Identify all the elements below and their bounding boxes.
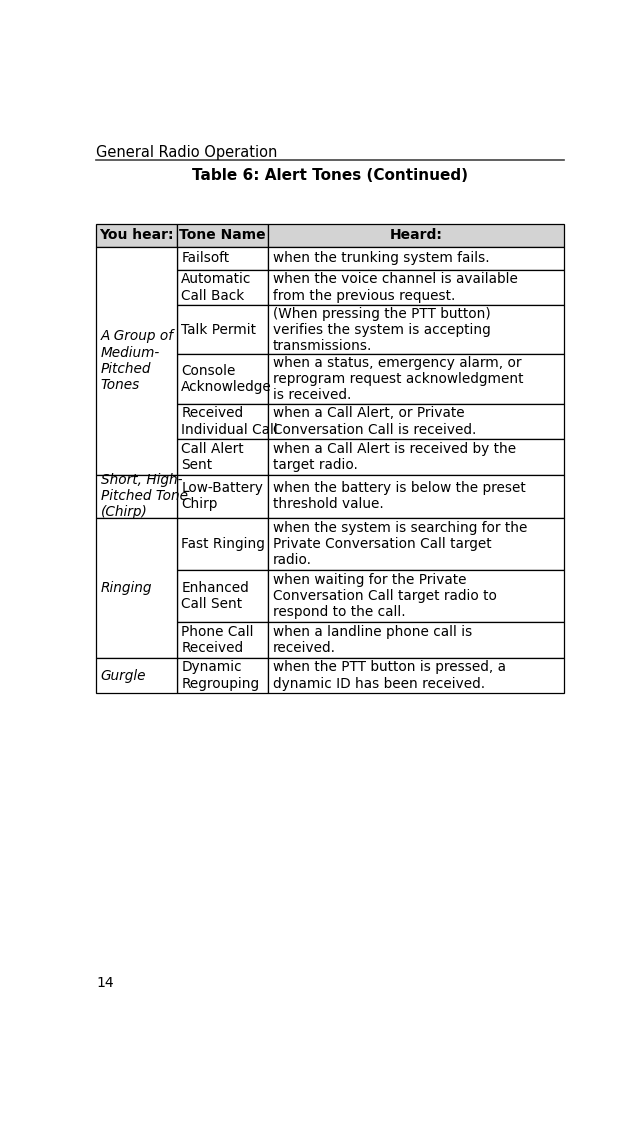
Bar — [269, 404, 564, 439]
Text: when the voice channel is available
from the previous request.: when the voice channel is available from… — [273, 272, 518, 303]
Text: when a Call Alert is received by the
target radio.: when a Call Alert is received by the tar… — [273, 442, 516, 472]
Bar — [96, 224, 176, 246]
Text: Low-Battery
Chirp: Low-Battery Chirp — [181, 482, 263, 511]
Bar — [269, 439, 564, 475]
Text: when a landline phone call is
received.: when a landline phone call is received. — [273, 626, 472, 655]
Bar — [269, 658, 564, 693]
Text: when the system is searching for the
Private Conversation Call target
radio.: when the system is searching for the Pri… — [273, 521, 527, 567]
Bar — [269, 570, 564, 622]
Text: Phone Call
Received: Phone Call Received — [181, 626, 254, 655]
Text: Talk Permit: Talk Permit — [181, 323, 256, 336]
Text: Enhanced
Call Sent: Enhanced Call Sent — [181, 582, 249, 611]
Bar — [269, 518, 564, 570]
Bar — [176, 475, 269, 518]
Bar — [176, 305, 269, 354]
Bar — [269, 305, 564, 354]
Text: when the trunking system fails.: when the trunking system fails. — [273, 251, 489, 266]
Text: Call Alert
Sent: Call Alert Sent — [181, 442, 244, 472]
Bar — [176, 404, 269, 439]
Bar — [96, 246, 176, 475]
Text: A Group of
Medium-
Pitched
Tones: A Group of Medium- Pitched Tones — [100, 330, 174, 392]
Text: Tone Name: Tone Name — [179, 228, 266, 242]
Bar — [176, 570, 269, 622]
Text: Failsoft: Failsoft — [181, 251, 229, 266]
Text: General Radio Operation: General Radio Operation — [96, 145, 278, 160]
Text: 14: 14 — [96, 976, 113, 990]
Text: Fast Ringing: Fast Ringing — [181, 537, 265, 551]
Text: when a Call Alert, or Private
Conversation Call is received.: when a Call Alert, or Private Conversati… — [273, 406, 477, 436]
Bar — [269, 224, 564, 246]
Text: when the PTT button is pressed, a
dynamic ID has been received.: when the PTT button is pressed, a dynami… — [273, 660, 506, 691]
Bar — [96, 475, 176, 518]
Text: Gurgle: Gurgle — [100, 668, 146, 683]
Text: Short, High-
Pitched Tone
(Chirp): Short, High- Pitched Tone (Chirp) — [100, 472, 187, 520]
Text: Automatic
Call Back: Automatic Call Back — [181, 272, 252, 303]
Bar — [176, 622, 269, 658]
Bar — [269, 475, 564, 518]
Text: Console
Acknowledge: Console Acknowledge — [181, 364, 272, 394]
Bar — [176, 270, 269, 305]
Bar — [96, 658, 176, 693]
Bar — [176, 658, 269, 693]
Text: Table 6: Alert Tones (Continued): Table 6: Alert Tones (Continued) — [192, 168, 468, 183]
Bar — [176, 439, 269, 475]
Bar — [269, 622, 564, 658]
Text: Ringing: Ringing — [100, 580, 152, 595]
Text: Received
Individual Call: Received Individual Call — [181, 406, 278, 436]
Text: when a status, emergency alarm, or
reprogram request acknowledgment
is received.: when a status, emergency alarm, or repro… — [273, 356, 524, 403]
Bar — [96, 518, 176, 658]
Bar — [176, 246, 269, 270]
Bar — [176, 224, 269, 246]
Text: (When pressing the PTT button)
verifies the system is accepting
transmissions.: (When pressing the PTT button) verifies … — [273, 307, 491, 353]
Bar — [269, 270, 564, 305]
Bar — [176, 518, 269, 570]
Text: Dynamic
Regrouping: Dynamic Regrouping — [181, 660, 260, 691]
Text: when waiting for the Private
Conversation Call target radio to
respond to the ca: when waiting for the Private Conversatio… — [273, 573, 497, 620]
Bar — [269, 354, 564, 404]
Bar — [176, 354, 269, 404]
Text: when the battery is below the preset
threshold value.: when the battery is below the preset thr… — [273, 482, 526, 511]
Text: Heard:: Heard: — [390, 228, 442, 242]
Bar — [269, 246, 564, 270]
Text: You hear:: You hear: — [99, 228, 173, 242]
